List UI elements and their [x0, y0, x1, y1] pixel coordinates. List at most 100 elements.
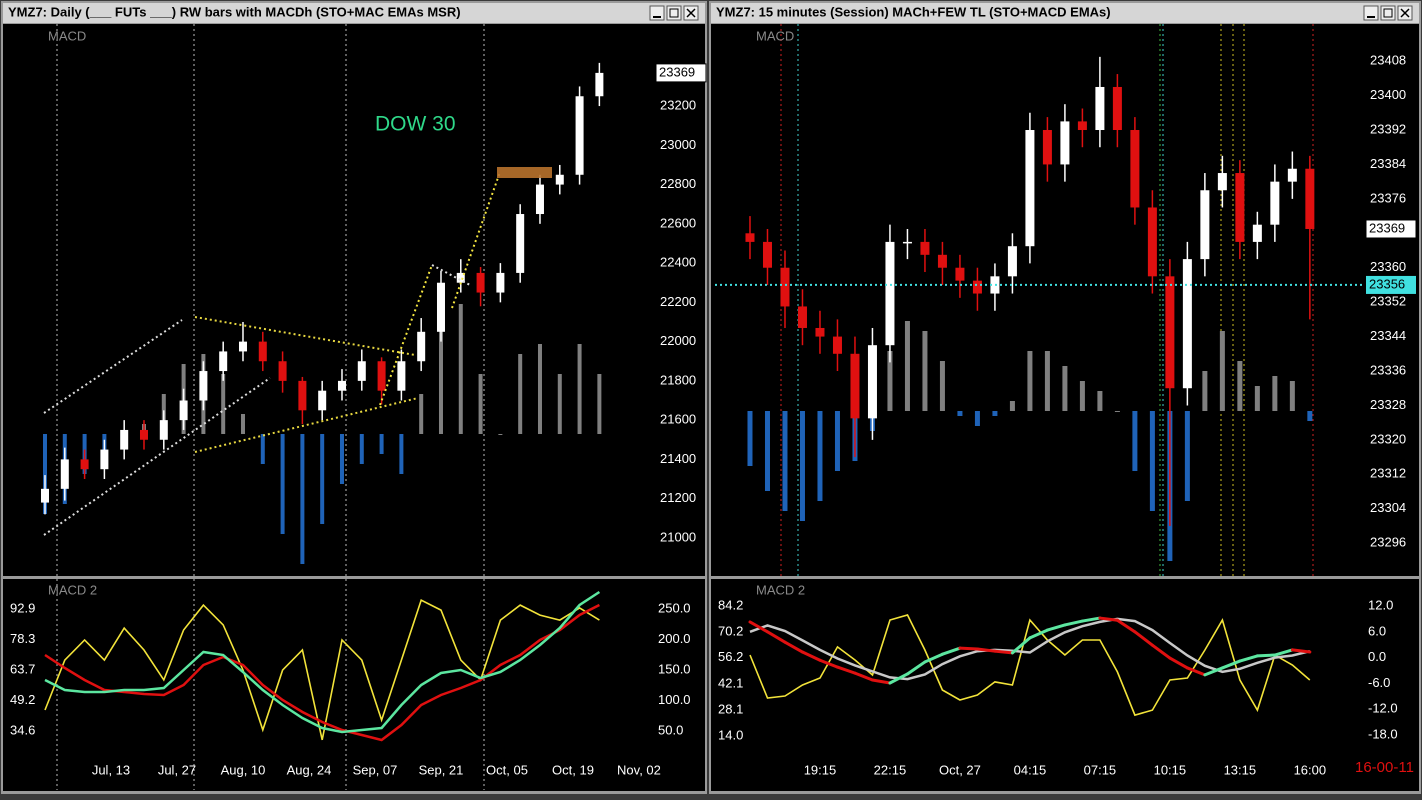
histogram-bar: [1027, 351, 1033, 411]
candle-body: [885, 241, 895, 346]
x-tick-label: 19:15: [804, 762, 837, 777]
histogram-bar: [764, 411, 770, 491]
y2-tick-label: 6.0: [1368, 623, 1386, 638]
indicator-line: [44, 598, 600, 741]
histogram-bar: [1219, 331, 1225, 411]
y-tick-label: 23336: [1370, 362, 1406, 377]
histogram-bar: [1272, 376, 1278, 411]
indicator-line: [749, 614, 1311, 717]
indicator-segment: [1080, 616, 1102, 623]
y-tick-label: 28.1: [718, 701, 743, 716]
y2-tick-label: -12.0: [1368, 701, 1398, 716]
y-tick-label: 23392: [1370, 121, 1406, 136]
candle-body: [1077, 121, 1087, 131]
histogram-bar: [1079, 381, 1085, 411]
histogram-bar: [747, 411, 753, 466]
histogram-bar: [992, 411, 998, 416]
indicator-segment: [1238, 654, 1259, 663]
window-buttons[interactable]: [649, 5, 699, 21]
y-tick-label: 23304: [1370, 500, 1406, 515]
histogram-bar: [438, 324, 443, 434]
candle-body: [337, 380, 346, 391]
candle-body: [1147, 207, 1157, 277]
candle-body: [1235, 173, 1245, 242]
histogram-bar: [1044, 351, 1050, 411]
candle-body: [496, 272, 505, 293]
y-tick-label: 21800: [660, 372, 696, 387]
indicator-segment: [923, 652, 944, 664]
candle-body: [1305, 168, 1315, 229]
indicator-line: [44, 603, 600, 742]
y-tick-label: 23352: [1370, 294, 1406, 309]
histogram-bar: [799, 411, 805, 521]
histogram-bar: [260, 434, 265, 464]
candle-body: [60, 459, 69, 489]
candle-body: [850, 353, 860, 419]
candle-body: [1270, 181, 1280, 225]
histogram-bar: [1132, 411, 1138, 471]
panel-label: MACD 2: [756, 582, 805, 597]
candle-body: [920, 241, 930, 255]
histogram-bar: [834, 411, 840, 471]
candle-body: [535, 184, 544, 215]
candle-body: [417, 331, 426, 362]
candle-body: [1025, 130, 1035, 247]
y-tick-label: 70.2: [718, 623, 743, 638]
candle-body: [476, 272, 485, 293]
y-tick-label: 56.2: [718, 649, 743, 664]
y2-tick-label: 0.0: [1368, 649, 1386, 664]
histogram-bar: [597, 374, 602, 434]
x-tick-label: Oct, 05: [486, 762, 528, 777]
indicator-segment: [1045, 623, 1067, 632]
y-tick-label: 21400: [660, 451, 696, 466]
candle-body: [40, 488, 49, 503]
candle-body: [258, 341, 267, 362]
y-tick-label: 34.6: [10, 722, 35, 737]
y2-tick-label: -6.0: [1368, 675, 1390, 690]
candle-body: [357, 361, 366, 381]
candle-body: [436, 282, 445, 332]
histogram-bar: [537, 344, 542, 434]
histogram-bar: [320, 434, 325, 524]
candle-body: [219, 351, 228, 372]
histogram-bar: [904, 321, 910, 411]
indicator-segment: [1115, 618, 1137, 634]
histogram-bar: [42, 434, 47, 514]
y-tick-label: 23312: [1370, 466, 1406, 481]
indicator-segment: [783, 640, 804, 654]
histogram-bar: [557, 374, 562, 434]
histogram-bar: [939, 361, 945, 411]
histogram-bar: [1009, 401, 1015, 411]
y2-tick-label: -18.0: [1368, 726, 1398, 741]
y2-tick-label: 250.0: [658, 600, 691, 615]
candle-body: [1112, 86, 1122, 131]
indicator-segment: [905, 660, 927, 676]
price-level-box: [1366, 275, 1416, 294]
candle-body: [318, 390, 327, 411]
y-tick-label: 63.7: [10, 662, 35, 677]
y-tick-label: 92.9: [10, 600, 35, 615]
x-tick-label: Jul, 13: [92, 762, 130, 777]
candle-body: [1095, 86, 1105, 131]
title-bar: [711, 3, 1419, 23]
indicator-segment: [1150, 643, 1172, 660]
y-tick-label: 22800: [660, 176, 696, 191]
candle-body: [867, 345, 877, 419]
candle-body: [555, 174, 564, 185]
indicator-segment: [1255, 653, 1277, 658]
y-tick-label: 42.1: [718, 675, 743, 690]
indicator-segment: [975, 647, 997, 653]
y-tick-label: 23408: [1370, 53, 1406, 68]
candle-body: [298, 380, 307, 411]
candle-body: [1165, 276, 1175, 389]
candle-body: [815, 327, 825, 337]
candle-body: [990, 276, 1000, 294]
x-tick-label: Nov, 02: [617, 762, 661, 777]
indicator-segment: [1203, 666, 1224, 677]
indicator-segment: [835, 665, 857, 675]
maximize-button[interactable]: [1380, 5, 1396, 21]
window-buttons[interactable]: [1363, 5, 1413, 21]
maximize-button[interactable]: [666, 5, 682, 21]
histogram-bar: [1202, 371, 1208, 411]
